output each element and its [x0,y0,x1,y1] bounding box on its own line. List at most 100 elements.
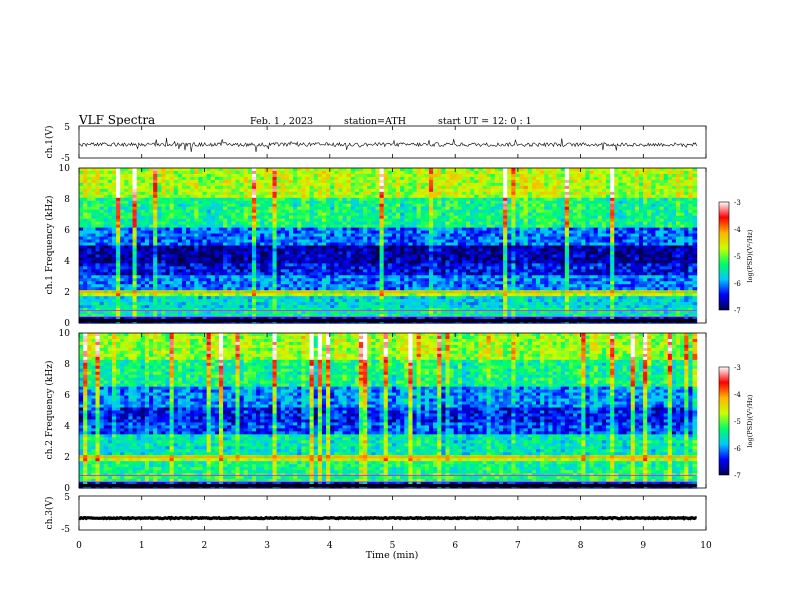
spectrogram-cell [461,170,467,175]
spectrogram-cell [132,168,138,172]
spectrogram-cell [95,176,101,181]
spectrogram-cell [593,176,599,181]
spectrogram-cell [536,194,541,199]
spectrogram-cell [671,218,677,223]
spectrogram-cell [680,191,685,196]
spectrogram-cell [560,197,566,202]
spectrogram-cell [346,179,352,184]
spectrogram-cell [507,168,512,172]
spectrogram-cell [601,206,607,211]
spectrogram-cell [161,218,167,223]
spectrogram-cell [503,170,508,175]
spectrogram-cell [326,176,331,181]
spectrogram-cell [301,185,307,190]
spectrogram-cell [111,209,117,214]
spectrogram-cell [247,188,253,193]
spectrogram-cell [618,176,624,181]
spectrogram-cell [140,224,146,229]
spectrogram-cell [140,200,146,205]
spectrogram-cell [437,170,442,175]
spectrogram-cell [585,197,591,202]
spectrogram-cell [301,168,307,172]
spectrogram-cell [99,182,105,187]
spectrogram-cell [466,203,471,208]
spectrogram-cell [206,215,212,220]
spectrogram-cell [622,176,628,181]
spectrogram-cell [387,206,393,211]
spectrogram-cell [206,173,212,178]
spectrogram-cell [498,212,504,217]
spectrogram-cell [482,197,488,202]
spectrogram-cell [297,209,302,214]
spectrogram-cell [581,200,587,205]
spectrogram-cell [597,185,603,190]
spectrogram-cell [630,191,636,196]
spectrogram-cell [227,182,232,187]
spectrogram-cell [202,200,208,205]
spectrogram-cell [79,173,84,178]
spectrogram-cell [400,218,405,223]
spectrogram-cell [564,191,570,196]
spectrogram-cell [540,212,545,217]
spectrogram-cell [326,200,331,205]
spectrogram-cell [177,179,183,184]
spectrogram-cell [523,168,529,172]
spectrogram-cell [482,203,488,208]
spectrogram-cell [321,200,327,205]
spectrogram-cell [540,209,545,214]
spectrogram-cell [173,197,179,202]
spectrogram-cell [136,179,142,184]
spectrogram-cell [511,221,517,226]
spectrogram-cell [486,218,492,223]
spectrogram-cell [239,221,245,226]
spectrogram-cell [556,224,562,229]
spectrogram-cell [655,173,661,178]
spectrogram-cell [210,176,216,181]
spectrogram-cell [400,197,405,202]
spectrogram-cell [206,224,212,229]
spectrogram-cell [626,168,632,172]
spectrogram-cell [214,218,220,223]
spectrogram-cell [692,218,698,223]
spectrogram-cell [198,227,204,232]
spectrogram-cell [663,224,669,229]
spectrogram-cell [391,176,397,181]
spectrogram-cell [284,170,290,175]
spectrogram-cell [618,191,624,196]
spectrogram-cell [235,215,241,220]
spectrogram-cell [391,185,397,190]
spectrogram-cell [153,206,158,211]
spectrogram-cell [132,200,138,205]
spectrogram-cell [511,191,517,196]
spectrogram-cell [202,188,208,193]
spectrogram-cell [383,194,389,199]
spectrogram-cell [511,168,517,172]
spectrogram-cell [107,209,113,214]
spectrogram-cell [655,221,661,226]
spectrogram-cell [453,173,459,178]
spectrogram-cell [251,218,257,223]
spectrogram-cell [218,224,224,229]
spectrogram-cell [358,218,364,223]
spectrogram-cell [334,168,339,172]
spectrogram-cell [474,215,479,220]
spectrogram-cell [478,215,484,220]
spectrogram-cell [218,227,224,232]
spectrogram-cell [412,203,418,208]
spectrogram-cell [383,170,389,175]
spectrogram-cell [144,188,150,193]
spectrogram-cell [412,185,418,190]
spectrogram-cell [99,215,105,220]
spectrogram-cell [120,221,125,226]
spectrogram-cell [132,212,138,217]
spectrogram-cell [338,203,344,208]
spectrogram-cell [103,200,109,205]
spectrogram-cell [309,170,315,175]
spectrogram-cell [326,224,331,229]
spectrogram-cell [490,191,496,196]
spectrogram-cell [363,170,368,175]
spectrogram-cell [618,206,624,211]
spectrogram-cell [206,218,212,223]
spectrogram-cell [214,212,220,217]
spectrogram-cell [91,182,97,187]
